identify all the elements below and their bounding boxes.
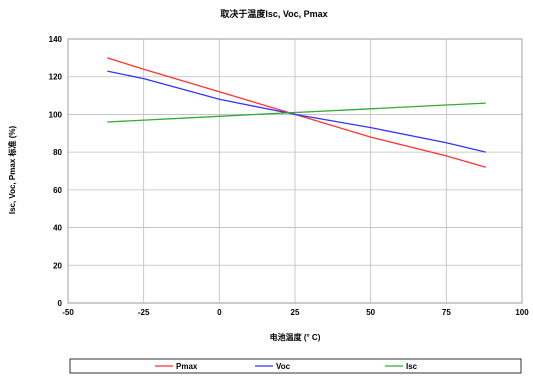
legend-label-isc: Isc: [406, 362, 418, 371]
y-tick-label: 80: [53, 148, 62, 157]
legend-label-pmax: Pmax: [176, 362, 198, 371]
x-tick-label: 50: [366, 308, 375, 317]
grid: [67, 38, 523, 304]
y-tick-label: 120: [49, 73, 63, 82]
chart-title: 取决于温度Isc, Voc, Pmax: [220, 8, 327, 19]
series-lines: [107, 57, 486, 168]
x-tick-label: -50: [62, 308, 74, 317]
y-tick-label: 20: [53, 261, 62, 270]
tick-labels: 0 20 40 60 80 100 120 140 -50 -25 0 25 50 75 100: [49, 35, 530, 317]
x-tick-label: 100: [515, 308, 529, 317]
legend-box: [69, 358, 522, 374]
x-tick-label: 25: [291, 308, 300, 317]
legend-label-voc: Voc: [276, 362, 291, 371]
y-tick-label: 60: [53, 186, 62, 195]
x-axis-label: 电池温度 (° C): [270, 332, 321, 342]
x-tick-label: -25: [138, 308, 150, 317]
y-tick-label: 40: [53, 224, 62, 233]
y-tick-label: 140: [49, 35, 63, 44]
series-line-isc: [107, 102, 486, 123]
legend: Pmax Voc Isc: [155, 362, 418, 371]
y-tick-label: 0: [58, 299, 63, 308]
x-tick-label: 75: [442, 308, 451, 317]
x-tick-label: 0: [217, 308, 222, 317]
y-tick-label: 100: [49, 110, 63, 119]
series-line-voc: [107, 70, 486, 153]
y-axis-label: Isc, Voc, Pmax 标准 (%): [7, 126, 17, 215]
